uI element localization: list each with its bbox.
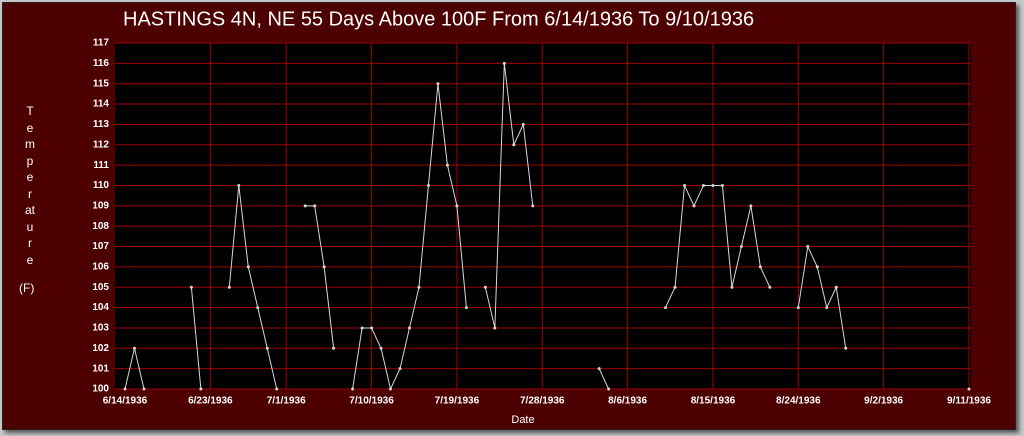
data-point xyxy=(370,326,374,330)
x-tick-label: 7/1/1936 xyxy=(267,396,306,407)
data-point xyxy=(389,387,393,391)
data-point xyxy=(815,265,819,269)
y-tick-label: 114 xyxy=(93,99,110,110)
y-tick-label: 101 xyxy=(92,363,109,374)
data-point xyxy=(701,183,705,187)
data-point xyxy=(360,326,364,330)
data-point xyxy=(256,306,260,310)
data-point xyxy=(844,346,848,350)
data-point xyxy=(237,183,241,187)
data-point xyxy=(749,204,753,208)
data-point xyxy=(351,387,355,391)
x-tick-label: 7/19/1936 xyxy=(435,396,480,407)
y-tick-label: 117 xyxy=(93,38,110,49)
data-point xyxy=(493,326,497,330)
x-tick-label: 8/24/1936 xyxy=(776,396,821,407)
chart: HASTINGS 4N, NE 55 Days Above 100F From … xyxy=(92,8,991,426)
x-tick-label: 9/11/1936 xyxy=(947,396,991,407)
data-point xyxy=(531,204,535,208)
data-point xyxy=(132,346,136,350)
data-point xyxy=(464,306,468,310)
data-point xyxy=(426,183,430,187)
data-point xyxy=(445,163,449,167)
x-tick-label: 9/2/1936 xyxy=(864,396,903,407)
data-point xyxy=(189,285,193,289)
y-tick-label: 112 xyxy=(93,139,110,150)
data-point xyxy=(692,204,696,208)
y-axis-label: Temperature xyxy=(25,104,36,267)
data-point xyxy=(265,346,269,350)
y-tick-label: 116 xyxy=(93,58,110,69)
data-point xyxy=(303,204,307,208)
data-point xyxy=(455,204,459,208)
x-axis-label: Date xyxy=(511,414,534,426)
y-tick-label: 104 xyxy=(92,302,109,313)
data-point xyxy=(967,387,971,391)
data-point xyxy=(199,387,203,391)
y-tick-label: 100 xyxy=(92,384,109,395)
data-point xyxy=(502,61,506,65)
y-tick-label: 106 xyxy=(92,262,109,273)
y-tick-label: 113 xyxy=(93,119,110,130)
data-point xyxy=(436,82,440,86)
data-point xyxy=(512,143,516,147)
y-tick-label: 110 xyxy=(93,180,110,191)
data-point xyxy=(834,285,838,289)
data-point xyxy=(796,306,800,310)
data-point xyxy=(806,245,810,249)
y-tick-label: 105 xyxy=(92,282,109,293)
data-point xyxy=(332,346,336,350)
data-point xyxy=(521,122,525,126)
data-point xyxy=(379,346,383,350)
data-point xyxy=(322,265,326,269)
data-point xyxy=(142,387,146,391)
data-point xyxy=(227,285,231,289)
y-tick-label: 103 xyxy=(92,323,109,334)
data-point xyxy=(123,387,127,391)
data-point xyxy=(683,183,687,187)
data-point xyxy=(768,285,772,289)
data-point xyxy=(417,285,421,289)
y-tick-label: 115 xyxy=(93,78,110,89)
chart-title: HASTINGS 4N, NE 55 Days Above 100F From … xyxy=(123,8,754,30)
data-point xyxy=(483,285,487,289)
x-tick-label: 6/14/1936 xyxy=(103,396,148,407)
data-point xyxy=(664,306,668,310)
x-tick-label: 8/6/1936 xyxy=(608,396,647,407)
x-tick-label: 7/10/1936 xyxy=(349,396,394,407)
x-tick-label: 7/28/1936 xyxy=(520,396,565,407)
y-tick-label: 108 xyxy=(92,221,109,232)
y-tick-label: 111 xyxy=(93,160,109,171)
data-point xyxy=(758,265,762,269)
data-point xyxy=(597,367,601,371)
plot-area xyxy=(115,43,971,389)
y-tick-label: 109 xyxy=(92,200,109,211)
data-point xyxy=(607,387,611,391)
data-point xyxy=(720,183,724,187)
x-tick-label: 6/23/1936 xyxy=(188,396,233,407)
y-tick-label: 102 xyxy=(92,343,109,354)
data-point xyxy=(398,367,402,371)
data-point xyxy=(407,326,411,330)
data-point xyxy=(313,204,317,208)
y-tick-label: 107 xyxy=(92,241,109,252)
data-point xyxy=(275,387,279,391)
data-point xyxy=(246,265,250,269)
x-tick-label: 8/15/1936 xyxy=(691,396,736,407)
data-point xyxy=(825,306,829,310)
chart-frame: HASTINGS 4N, NE 55 Days Above 100F From … xyxy=(2,2,1016,430)
data-point xyxy=(711,183,715,187)
data-point xyxy=(739,245,743,249)
y-axis-unit: (F) xyxy=(19,281,35,295)
data-point xyxy=(673,285,677,289)
data-point xyxy=(730,285,734,289)
